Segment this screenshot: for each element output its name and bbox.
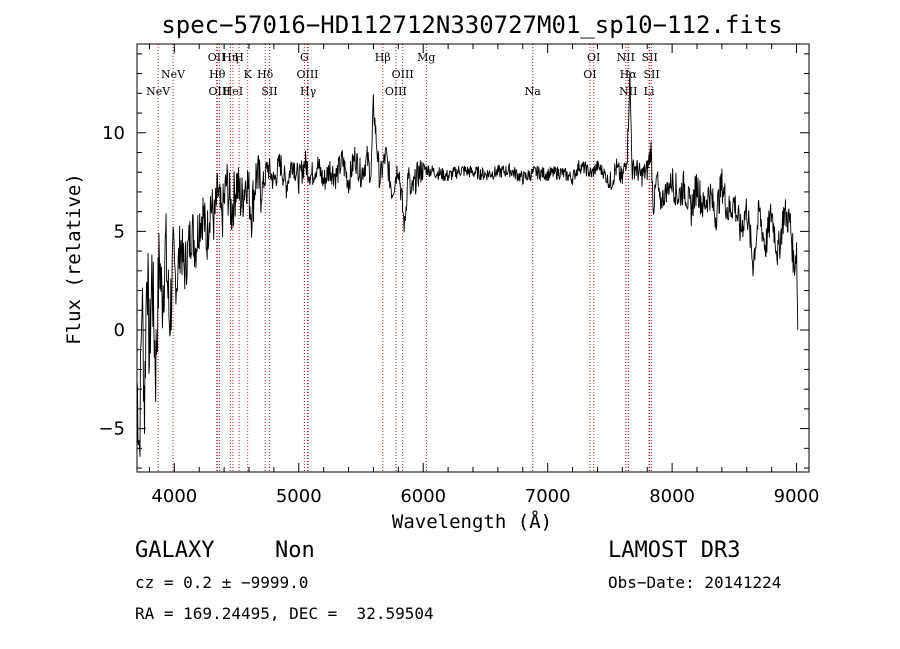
- x-tick-label: 9000: [774, 486, 820, 507]
- x-tick-label: 4000: [151, 486, 197, 507]
- coordinates: RA = 169.24495, DEC = 32.59504: [135, 604, 434, 623]
- x-tick-label: 8000: [649, 486, 695, 507]
- line-marker-label: OII: [208, 51, 226, 64]
- obs-date: Obs−Date: 20141224: [608, 573, 782, 592]
- x-tick-label: 6000: [400, 486, 446, 507]
- y-tick-label: 5: [114, 221, 125, 242]
- line-marker-label: Hδ: [257, 68, 274, 81]
- line-marker-label: OIII: [296, 68, 318, 81]
- x-tick-label: 7000: [525, 486, 571, 507]
- line-marker-label: OIII: [392, 68, 414, 81]
- line-marker-label: SII: [643, 68, 659, 81]
- y-tick-label: 0: [114, 320, 125, 341]
- object-subclass: Non: [275, 538, 315, 563]
- line-marker-label: K: [244, 68, 253, 81]
- line-marker-label: OIII: [385, 85, 407, 98]
- line-marker-label: HeI: [223, 85, 243, 98]
- line-marker-label: NII: [617, 51, 635, 64]
- line-marker-label: G: [300, 51, 309, 64]
- line-marker-label: OI: [587, 51, 600, 64]
- y-axis-label: Flux (relative): [63, 173, 85, 345]
- line-marker-label: Hβ: [375, 51, 391, 64]
- chart-title: spec−57016−HD112712N330727M01_sp10−112.f…: [161, 11, 782, 39]
- plot-frame: [136, 43, 810, 473]
- x-axis-label: Wavelength (Å): [392, 510, 552, 533]
- line-marker-label: Hη: [222, 51, 238, 64]
- x-tick-label: 5000: [276, 486, 322, 507]
- axis-ticks: 4000 5000 6000 7000 8000 9000 −5 0 5 10: [98, 44, 819, 507]
- line-marker-label: Mg: [417, 51, 435, 64]
- spectrum-series: [136, 71, 799, 457]
- line-marker-label: OI: [583, 68, 596, 81]
- spectrum-line: [136, 71, 799, 457]
- line-marker-label: NeV: [161, 68, 186, 81]
- line-marker-label: H: [234, 51, 244, 64]
- survey-name: LAMOST DR3: [608, 538, 741, 563]
- line-marker-label: SII: [642, 51, 658, 64]
- y-tick-label: −5: [98, 419, 125, 440]
- line-marker-label: Hθ: [209, 68, 226, 81]
- object-class: GALAXY: [135, 538, 215, 563]
- line-marker-label: NeV: [146, 85, 171, 98]
- redshift-info: cz = 0.2 ± −9999.0: [135, 573, 309, 592]
- line-marker-label: SII: [261, 85, 277, 98]
- line-marker-label: OIII: [208, 85, 230, 98]
- line-marker-label: Li: [644, 85, 655, 98]
- line-marker-label: Hγ: [300, 85, 317, 98]
- line-marker-label: NII: [619, 85, 637, 98]
- line-marker-label: Na: [525, 85, 542, 98]
- y-tick-label: 10: [102, 123, 125, 144]
